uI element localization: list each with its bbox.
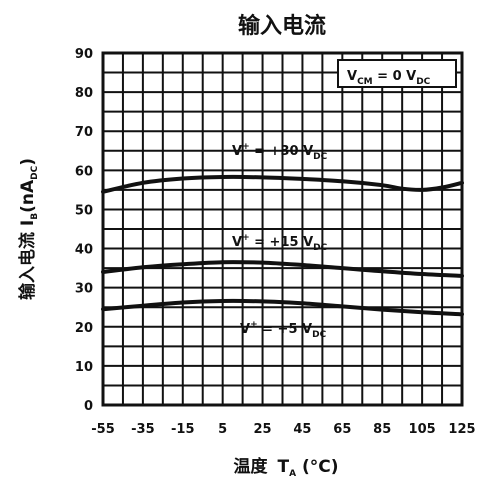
y-tick-labels: 0 10 20 30 40 50 60 70 80 90	[75, 47, 93, 414]
series-curve-2	[101, 298, 464, 317]
y-tick-label: 80	[75, 86, 93, 101]
x-tick-label: -15	[171, 422, 195, 437]
condition-box	[337, 59, 457, 88]
y-tick-label: 90	[75, 47, 93, 62]
y-tick-label: 70	[75, 125, 93, 140]
grid	[103, 53, 462, 405]
x-tick-label: -35	[131, 422, 155, 437]
x-tick-label: 5	[218, 422, 227, 437]
series-label-30v: V+ = +30 VDC	[232, 142, 328, 162]
condition-label: VCM = 0 VDC	[347, 69, 431, 87]
x-tick-label: 65	[333, 422, 351, 437]
y-axis-label: 输入电流 IB(nADC)	[17, 158, 40, 300]
x-tick-label: 125	[448, 422, 475, 437]
x-tick-label: 85	[373, 422, 391, 437]
y-tick-label: 0	[84, 399, 93, 414]
y-tick-label: 10	[75, 360, 93, 375]
series-curve-1	[101, 260, 464, 278]
x-tick-label: 25	[254, 422, 272, 437]
y-tick-label: 30	[75, 282, 93, 297]
x-tick-label: 45	[293, 422, 311, 437]
x-tick-labels: -55 -35 -15 5 25 45 65 85 105 125	[91, 422, 475, 437]
y-tick-label: 20	[75, 321, 93, 336]
series-label-5v: V+ = +5 VDC	[240, 320, 327, 340]
y-tick-label: 40	[75, 243, 93, 258]
series-curve-0	[101, 174, 464, 194]
x-axis-label: 温度 TA (°C)	[233, 456, 338, 479]
y-tick-label: 60	[75, 164, 93, 179]
chart-title: 输入电流	[238, 13, 326, 39]
series-curves	[101, 174, 464, 317]
x-tick-label: -55	[91, 422, 115, 437]
y-tick-label: 50	[75, 203, 93, 218]
plot-frame	[101, 51, 464, 407]
x-tick-label: 105	[409, 422, 436, 437]
series-label-15v: V+ = +15 VDC	[232, 233, 328, 253]
